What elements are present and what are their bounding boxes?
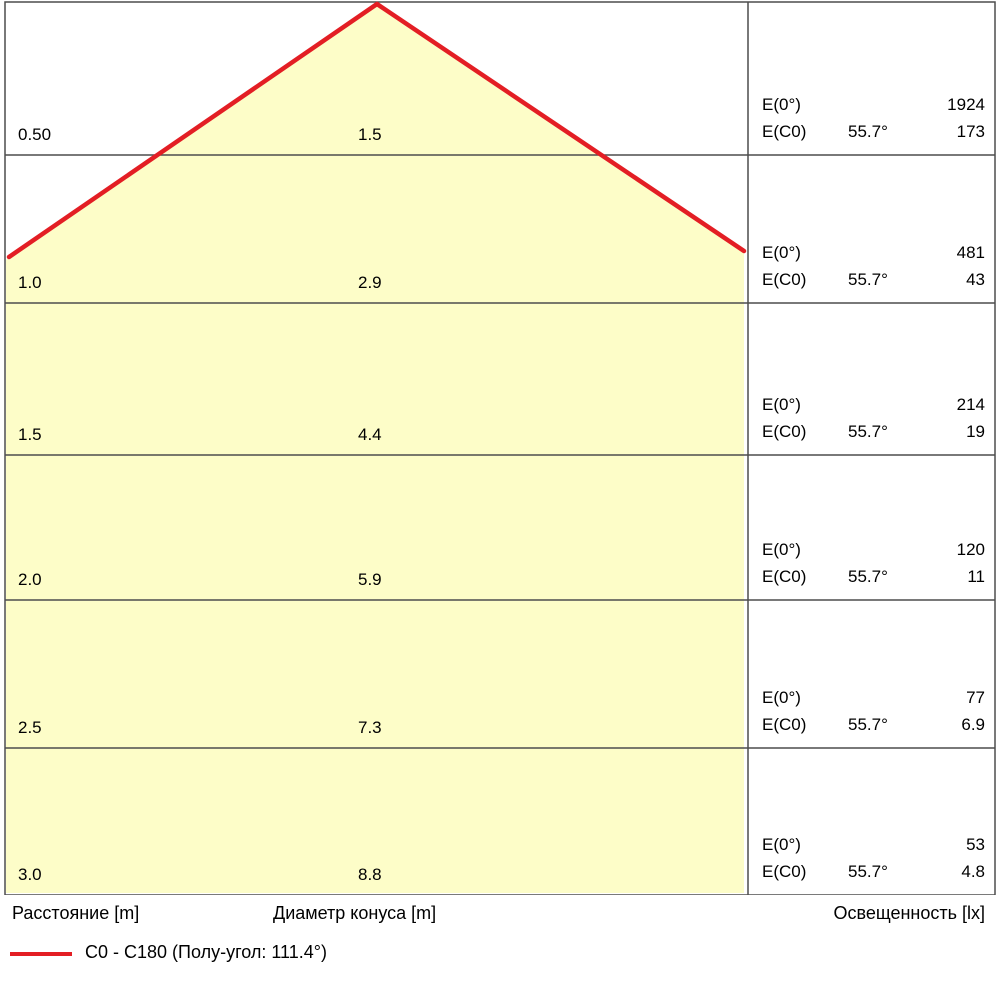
axis-label-diameter: Диаметр конуса [m] [273, 903, 437, 923]
ec0-value: 6.9 [961, 715, 985, 734]
half-angle-value: 55.7° [848, 122, 888, 141]
ec0-line: E(C0) 55.7° 6.9 [748, 715, 995, 735]
beam-line-right [374, 1, 747, 254]
ec0-label: E(C0) [762, 567, 807, 586]
e0-line: E(0°) 53 [748, 835, 995, 855]
diameter-label: 8.8 [358, 865, 382, 884]
e0-line: E(0°) 214 [748, 395, 995, 415]
e0-value: 77 [966, 688, 985, 707]
ec0-line: E(C0) 55.7° 173 [748, 122, 995, 142]
diameter-label: 2.9 [358, 273, 382, 292]
ec0-label: E(C0) [762, 422, 807, 441]
ec0-label: E(C0) [762, 270, 807, 289]
e0-label: E(0°) [762, 540, 801, 559]
ec0-line: E(C0) 55.7° 11 [748, 567, 995, 587]
e0-line: E(0°) 77 [748, 688, 995, 708]
e0-value: 1924 [947, 95, 985, 114]
ec0-value: 43 [966, 270, 985, 289]
ec0-line: E(C0) 55.7° 4.8 [748, 862, 995, 882]
legend-label: C0 - C180 (Полу-угол: 111.4°) [85, 942, 327, 962]
axis-labels: Расстояние [m] Диаметр конуса [m] Освеще… [0, 903, 1000, 927]
e0-value: 53 [966, 835, 985, 854]
e0-value: 214 [956, 395, 985, 414]
half-angle-value: 55.7° [848, 862, 888, 881]
cone-fill [6, 3, 744, 893]
half-angle-value: 55.7° [848, 270, 888, 289]
diameter-label: 7.3 [358, 718, 382, 737]
diameter-label: 1.5 [358, 125, 382, 144]
distance-label: 2.0 [18, 570, 42, 589]
ec0-line: E(C0) 55.7° 19 [748, 422, 995, 442]
ec0-label: E(C0) [762, 862, 807, 881]
ec0-line: E(C0) 55.7° 43 [748, 270, 995, 290]
distance-label: 1.0 [18, 273, 42, 292]
half-angle-value: 55.7° [848, 715, 888, 734]
distance-label: 1.5 [18, 425, 42, 444]
e0-label: E(0°) [762, 835, 801, 854]
axis-label-illuminance: Освещенность [lx] [833, 903, 985, 923]
e0-value: 481 [956, 243, 985, 262]
ec0-value: 11 [967, 567, 985, 586]
ec0-value: 173 [956, 122, 985, 141]
half-angle-value: 55.7° [848, 567, 888, 586]
e0-label: E(0°) [762, 688, 801, 707]
cone-diagram-svg [4, 1, 996, 896]
cone-chart: 0.50 1.5 E(0°) 1924 E(C0) 55.7° 173 1.0 … [4, 1, 996, 896]
ec0-label: E(C0) [762, 715, 807, 734]
diameter-label: 4.4 [358, 425, 382, 444]
e0-label: E(0°) [762, 395, 801, 414]
ec0-label: E(C0) [762, 122, 807, 141]
distance-label: 2.5 [18, 718, 42, 737]
ec0-value: 4.8 [961, 862, 985, 881]
ec0-value: 19 [966, 422, 985, 441]
e0-value: 120 [956, 540, 985, 559]
e0-label: E(0°) [762, 243, 801, 262]
distance-label: 0.50 [18, 125, 52, 144]
axis-label-distance: Расстояние [m] [12, 903, 140, 923]
e0-line: E(0°) 1924 [748, 95, 995, 115]
distance-label: 3.0 [18, 865, 42, 884]
e0-label: E(0°) [762, 95, 801, 114]
diameter-label: 5.9 [358, 570, 382, 589]
legend: C0 - C180 (Полу-угол: 111.4°) [0, 941, 1000, 967]
e0-line: E(0°) 120 [748, 540, 995, 560]
half-angle-value: 55.7° [848, 422, 888, 441]
legend-line-icon [10, 952, 72, 956]
e0-line: E(0°) 481 [748, 243, 995, 263]
beam-line-left [6, 1, 380, 260]
